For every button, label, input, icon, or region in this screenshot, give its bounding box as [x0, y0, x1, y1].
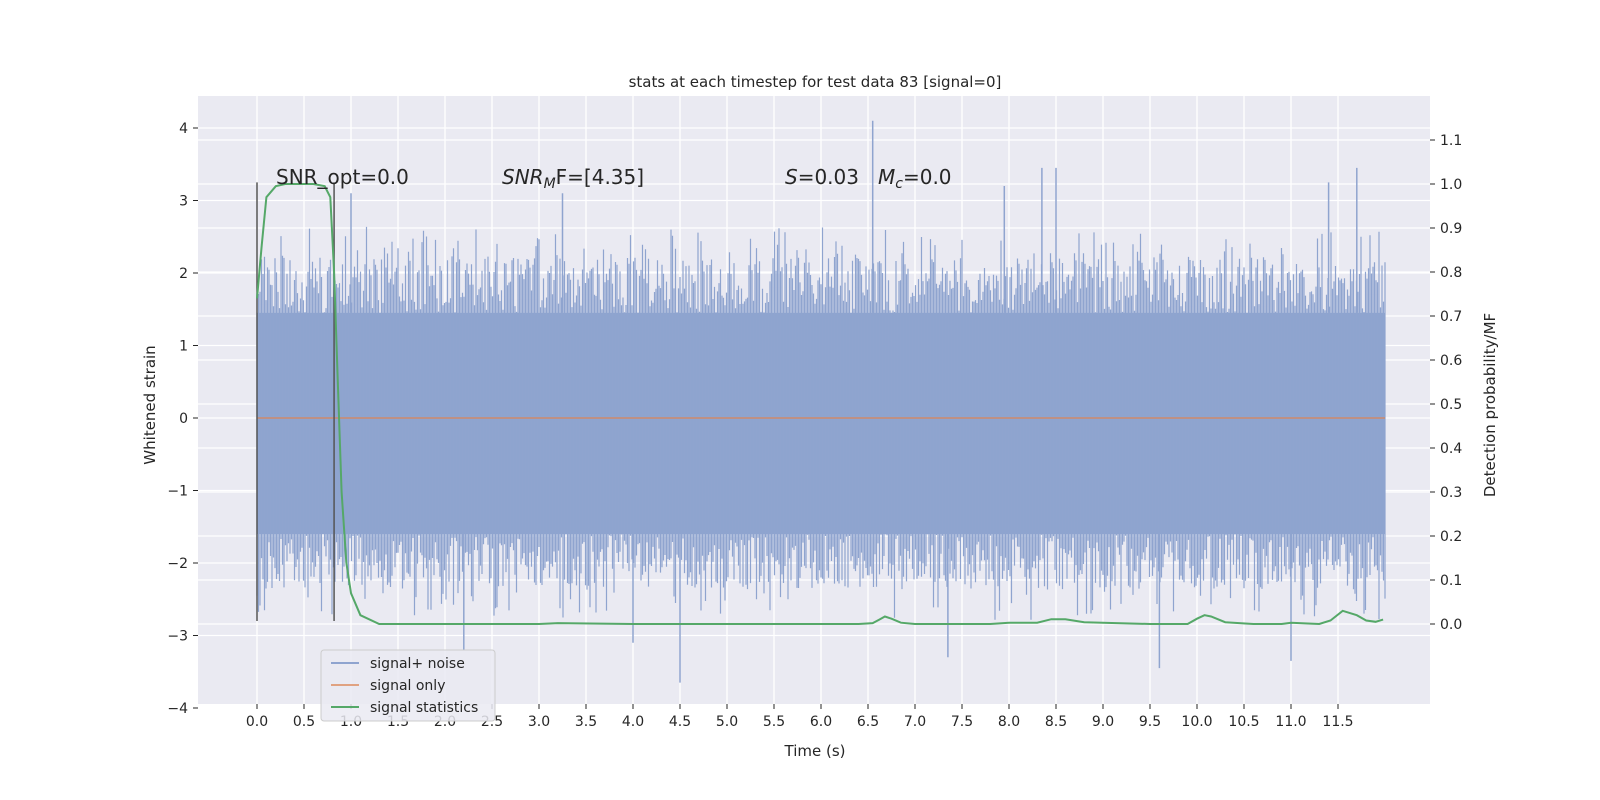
y-left-tick-label: −1 — [167, 484, 188, 500]
x-tick-label: 6.5 — [857, 714, 879, 730]
annotation-snr-mf-main: SNR — [502, 165, 544, 189]
y-left-tick-label: 0 — [179, 411, 188, 427]
left-axis-ticks: 4 3 2 1 0 −1 −2 −3 −4 — [167, 121, 198, 717]
x-tick-label: 5.0 — [716, 714, 738, 730]
y-right-tick-label: 0.5 — [1440, 397, 1462, 413]
x-tick-label: 6.0 — [810, 714, 832, 730]
y-left-tick-label: 2 — [179, 266, 188, 282]
y-left-tick-label: −3 — [167, 629, 188, 645]
x-tick-label: 4.5 — [669, 714, 691, 730]
y-right-tick-label: 0.7 — [1440, 309, 1462, 325]
x-tick-label: 10.5 — [1228, 714, 1259, 730]
y-right-tick-label: 0.8 — [1440, 265, 1462, 281]
y-right-tick-label: 0.9 — [1440, 221, 1462, 237]
x-tick-label: 8.0 — [998, 714, 1020, 730]
y-axis-label-left: Whitened strain — [141, 345, 159, 464]
x-tick-label: 10.0 — [1181, 714, 1212, 730]
y-left-tick-label: 3 — [179, 194, 188, 210]
x-tick-label: 5.5 — [763, 714, 785, 730]
legend-label-signal-statistics: signal statistics — [370, 700, 478, 716]
y-right-tick-label: 1.0 — [1440, 177, 1462, 193]
annotation-s-var: S — [785, 165, 798, 189]
x-axis-ticks: 0.0 0.5 1.0 1.5 2.0 2.5 3.0 3.5 4.0 4.5 5.0 5.5 6.0 6… — [246, 704, 1354, 730]
x-axis-label: Time (s) — [784, 742, 846, 760]
x-tick-label: 3.5 — [575, 714, 597, 730]
x-tick-label: 7.0 — [904, 714, 926, 730]
legend-label-signal-noise: signal+ noise — [370, 656, 465, 672]
y-right-tick-label: 0.2 — [1440, 529, 1462, 545]
y-left-tick-label: −2 — [167, 556, 188, 572]
annotation-snr-mf-sub: M — [544, 176, 556, 192]
y-left-tick-label: 4 — [179, 121, 188, 137]
annotation-snr-opt: SNR_opt=0.0 — [276, 165, 409, 189]
annotation-mc-var: M — [878, 165, 895, 189]
y-right-tick-label: 0.4 — [1440, 441, 1462, 457]
x-tick-label: 9.5 — [1139, 714, 1161, 730]
y-right-tick-label: 1.1 — [1440, 133, 1462, 149]
x-tick-label: 9.0 — [1092, 714, 1114, 730]
x-tick-label: 0.5 — [293, 714, 315, 730]
legend-box — [320, 649, 496, 722]
chart-title: stats at each timestep for test data 83 … — [629, 73, 1002, 91]
x-tick-label: 4.0 — [622, 714, 644, 730]
annotation-s-val: =0.03 — [798, 165, 859, 189]
annotation-mc-val: =0.0 — [903, 165, 952, 189]
x-tick-label: 0.0 — [246, 714, 268, 730]
annotation-mc-sub: c — [895, 176, 903, 192]
series-signal-noise — [256, 120, 1386, 683]
right-axis-ticks: 1.1 1.0 0.9 0.8 0.7 0.6 0.5 0.4 0.3 0.2 0.1 0.0 — [1430, 133, 1462, 633]
legend: signal+ noise signal only signal statist… — [320, 649, 496, 722]
x-tick-label: 11.0 — [1275, 714, 1306, 730]
x-tick-label: 11.5 — [1322, 714, 1353, 730]
y-right-tick-label: 0.3 — [1440, 485, 1462, 501]
series-signal-statistics — [256, 183, 1384, 626]
y-left-tick-label: −4 — [167, 701, 188, 717]
y-right-tick-label: 0.6 — [1440, 353, 1462, 369]
y-right-tick-label: 0.0 — [1440, 617, 1462, 633]
x-tick-label: 8.5 — [1045, 714, 1067, 730]
y-right-tick-label: 0.1 — [1440, 573, 1462, 589]
annotation-snr-mf-rest: F=[4.35] — [556, 165, 644, 189]
annotation-snr-mf: SNRMF=[4.35] — [502, 165, 644, 192]
legend-label-signal-only: signal only — [370, 678, 445, 694]
annotation-s: S=0.03 — [785, 165, 859, 189]
y-axis-label-right: Detection probability/MF — [1481, 313, 1499, 497]
x-tick-label: 3.0 — [528, 714, 550, 730]
annotation-mc: Mc=0.0 — [878, 165, 952, 192]
x-tick-label: 7.5 — [951, 714, 973, 730]
y-left-tick-label: 1 — [179, 339, 188, 355]
